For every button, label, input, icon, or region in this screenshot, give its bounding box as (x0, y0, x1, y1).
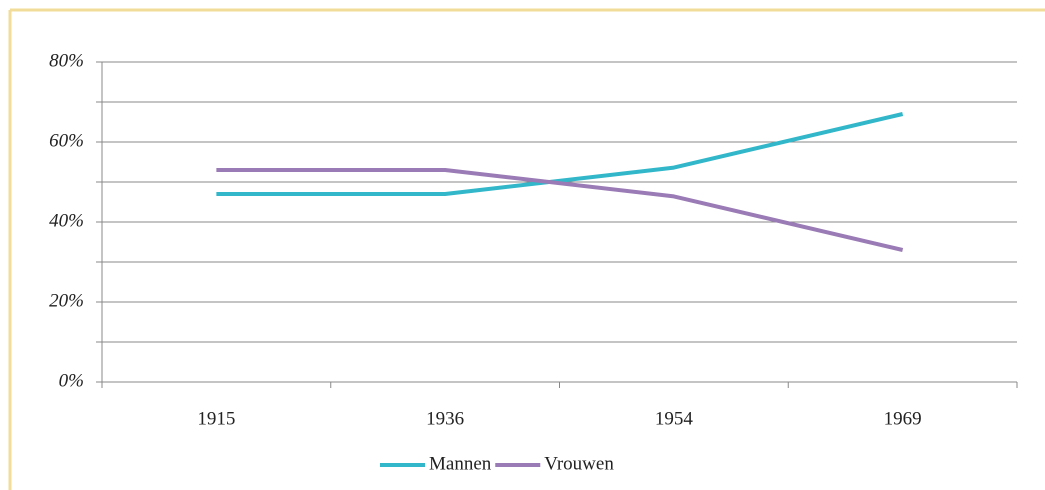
x-tick-label: 1969 (884, 408, 922, 429)
line-series (216, 168, 904, 252)
x-tick-label: 1915 (197, 408, 235, 429)
legend-label: Mannen (429, 453, 492, 474)
y-tick-label: 20% (49, 290, 84, 311)
x-tick-label: 1954 (655, 408, 694, 429)
legend-label: Vrouwen (544, 453, 614, 474)
y-tick-label: 60% (49, 130, 84, 151)
line-series (216, 112, 904, 196)
y-tick-label: 80% (49, 50, 84, 71)
x-tick-label: 1936 (426, 408, 464, 429)
y-tick-label: 0% (59, 370, 84, 391)
y-tick-label: 40% (49, 210, 84, 231)
